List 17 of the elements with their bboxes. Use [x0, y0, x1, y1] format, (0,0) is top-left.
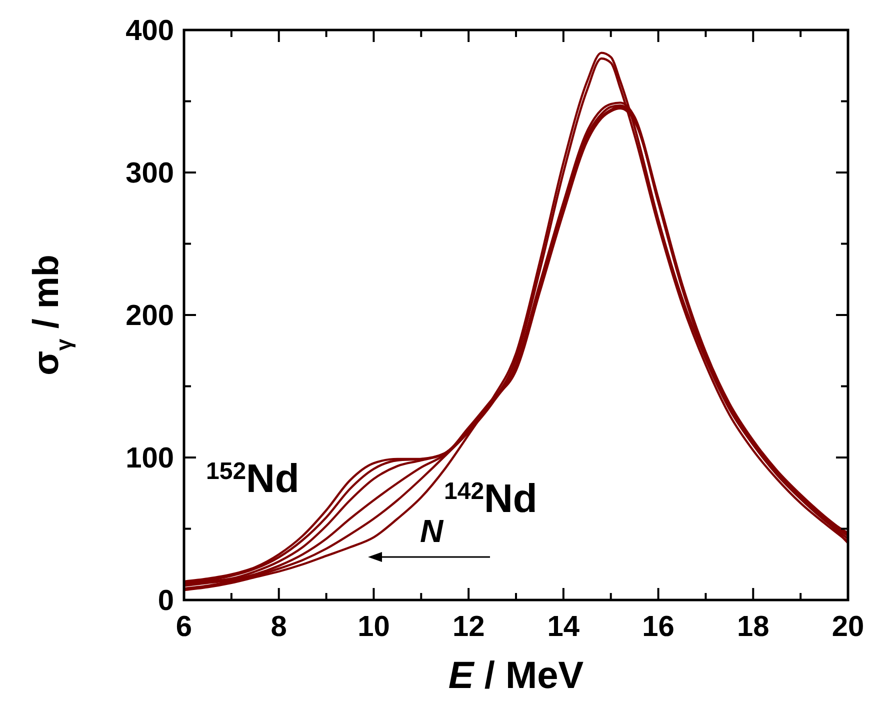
- y-tick-label: 200: [126, 300, 174, 332]
- x-tick-label: 20: [832, 611, 864, 643]
- x-tick-label: 14: [547, 611, 580, 643]
- y-tick-label: 0: [158, 585, 174, 618]
- y-tick-label: 300: [126, 158, 174, 190]
- x-tick-label: 12: [452, 611, 485, 643]
- y-tick-label: 100: [126, 442, 174, 475]
- annotation: $^{142}$Nd: [444, 477, 538, 521]
- annotation: $^{152}$Nd: [206, 457, 300, 501]
- y-tick-label: 400: [126, 15, 174, 48]
- x-tick-label: 16: [642, 611, 674, 643]
- x-tick-label: 18: [737, 611, 770, 643]
- x-axis-title: E / MeV: [448, 655, 584, 697]
- x-tick-label: 8: [270, 611, 287, 643]
- x-tick-label: 6: [176, 611, 192, 643]
- x-tick-label: 10: [358, 611, 390, 643]
- annotation: N: [420, 513, 444, 549]
